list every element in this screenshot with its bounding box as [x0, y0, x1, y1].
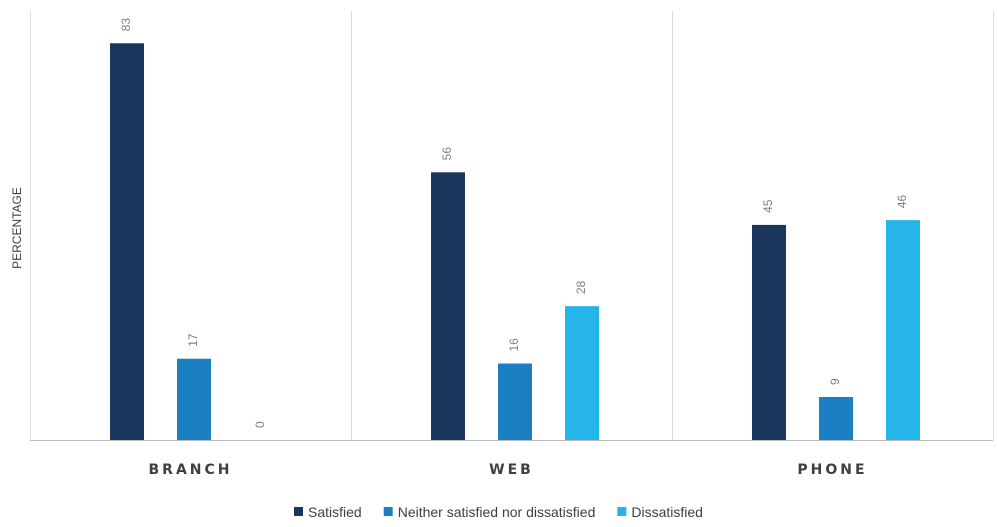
plot-frame — [30, 11, 994, 441]
bar-satisfied — [110, 43, 144, 440]
legend-swatch — [617, 507, 627, 516]
data-label: 28 — [574, 280, 588, 294]
legend-label: Dissatisfied — [631, 504, 703, 520]
legend-label: Neither satisfied nor dissatisfied — [398, 504, 596, 520]
y-axis-title: PERCENTAGE — [10, 187, 24, 269]
data-label: 9 — [828, 378, 842, 385]
legend-label: Satisfied — [308, 504, 362, 520]
bar-neither-satisfied-nor-dissatisfied — [498, 363, 532, 440]
bar-dissatisfied — [565, 306, 599, 440]
category-label: BRANCH — [149, 462, 233, 478]
data-label: 45 — [761, 199, 775, 213]
data-label: 17 — [186, 333, 200, 347]
data-label: 46 — [895, 194, 909, 208]
legend-swatch — [294, 507, 303, 516]
data-label: 83 — [119, 18, 133, 32]
bar-satisfied — [752, 224, 786, 440]
category-labels: BRANCH WEB PHONE — [149, 462, 867, 478]
category-label: WEB — [489, 462, 534, 478]
category-label: PHONE — [797, 462, 867, 478]
bar-dissatisfied — [886, 220, 920, 440]
bars — [110, 43, 920, 440]
data-label: 0 — [253, 421, 267, 428]
bar-neither-satisfied-nor-dissatisfied — [819, 396, 853, 440]
bar-neither-satisfied-nor-dissatisfied — [177, 358, 211, 440]
legend: Satisfied Neither satisfied nor dissatisf… — [294, 504, 703, 520]
data-label: 16 — [507, 338, 521, 352]
bar-satisfied — [431, 172, 465, 440]
legend-swatch — [383, 507, 393, 516]
data-labels: 83 17 0 56 16 28 45 9 46 — [119, 18, 909, 428]
data-label: 56 — [440, 147, 454, 161]
